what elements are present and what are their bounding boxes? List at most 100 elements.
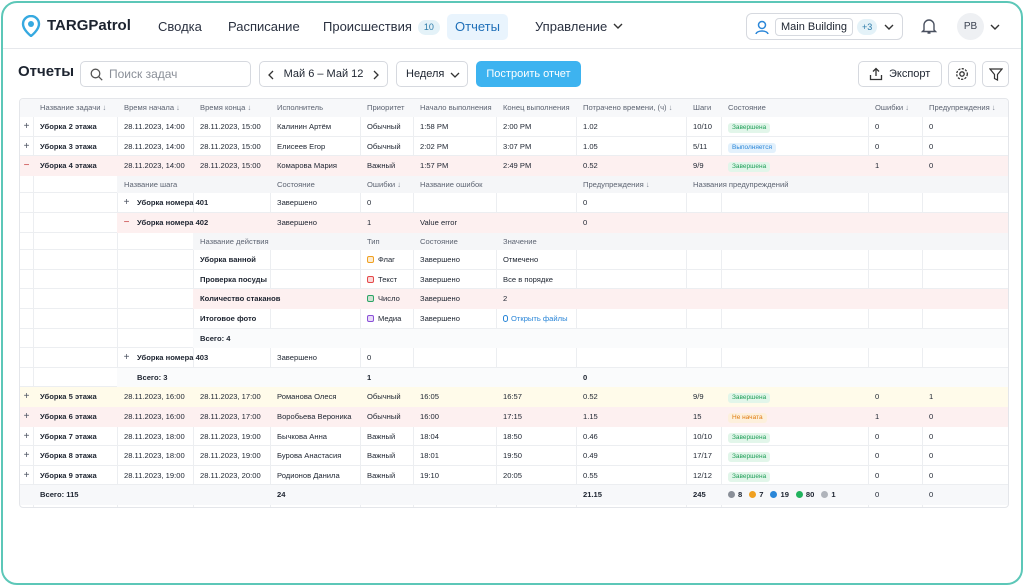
cell: Важный (367, 161, 396, 171)
export-button[interactable]: Экспорт (858, 61, 942, 87)
cell: Бычкова Анна (277, 431, 327, 441)
notifications[interactable] (920, 17, 938, 35)
expand-toggle[interactable] (20, 137, 33, 157)
cell: 0 (929, 470, 934, 480)
status-cell: Завершена (721, 427, 868, 447)
nav-item[interactable]: Сводка (150, 14, 210, 40)
column-header: Название задачи (33, 99, 117, 117)
table-row: Название задачиВремя началаВремя конца Ис… (20, 99, 1008, 117)
cell: 1 (875, 161, 880, 171)
cell: 18:04 (420, 431, 440, 441)
table-row: Всего: 4 (20, 328, 1008, 349)
nav-label: Управление (535, 19, 608, 34)
cell: 0 (929, 161, 934, 171)
cell: 19:50 (503, 451, 523, 461)
cell: 9/9 (693, 392, 704, 402)
expand-toggle[interactable] (20, 117, 33, 137)
status-counts: 8 7 19 80 1 (721, 485, 868, 505)
action-value: 2 (503, 294, 508, 304)
step-warnings: 0 (583, 198, 588, 208)
status-cell: Завершена (721, 446, 868, 466)
column-header: Состояние (277, 179, 315, 189)
status-badge: Завершена (728, 162, 771, 173)
nav-item[interactable]: Расписание (220, 14, 308, 40)
date-range[interactable]: Май 6 – Май 12 (259, 61, 388, 87)
cell: 28.11.2023, 16:00 (124, 412, 185, 421)
column-header: Название действия (200, 236, 269, 246)
files-link[interactable]: Открыть файлы (511, 314, 568, 323)
cell: 1.05 (583, 141, 598, 151)
nav-label: Сводка (158, 19, 202, 34)
nav-item[interactable]: Происшествия 10 (315, 14, 448, 40)
search-box[interactable]: Поиск задач (80, 61, 251, 87)
date-range-text: Май 6 – Май 12 (283, 68, 364, 80)
action-value: Открыть файлы (496, 309, 686, 329)
cell: 0.49 (583, 451, 598, 461)
chevron (990, 24, 1000, 30)
column-header: Состояние (420, 236, 458, 246)
cell: 0.46 (583, 431, 598, 441)
type-icon (367, 256, 374, 264)
cell: 15 (693, 412, 702, 421)
column-header: Название шага (124, 179, 178, 189)
cell: 1 (875, 412, 880, 421)
steps-total-errors: 1 (367, 372, 372, 382)
next[interactable] (372, 70, 380, 80)
search-icon (90, 68, 103, 81)
expand-toggle[interactable] (20, 387, 33, 407)
cell: Обычный (367, 392, 401, 402)
column-header: Состояние (728, 103, 766, 112)
cell: 0 (875, 451, 880, 461)
avatar[interactable]: PB (957, 13, 984, 40)
action-name: Количество стаканов (200, 294, 281, 304)
cell: 0 (875, 122, 880, 131)
row-highlight (117, 367, 1008, 388)
cell: Уборка 5 этажа (40, 392, 97, 402)
total-spent: 21.15 (583, 490, 603, 500)
cell: 1:58 PM (420, 122, 449, 131)
status-dot (728, 491, 735, 499)
cell: 16:00 (420, 412, 440, 421)
column-header: Ошибки (360, 176, 413, 194)
expand-toggle[interactable] (20, 446, 33, 466)
cell: 28.11.2023, 18:00 (124, 451, 185, 461)
nav-item[interactable]: Управление (527, 14, 632, 40)
expand-toggle[interactable] (20, 407, 33, 427)
settings-button[interactable] (948, 61, 976, 87)
column-header: Время начала (117, 99, 193, 117)
filter-button[interactable] (982, 61, 1009, 87)
cell: 0 (929, 141, 934, 151)
cell: 0.55 (583, 470, 598, 480)
cell: 12/12 (693, 470, 713, 480)
cell: Воробьева Вероника (277, 412, 352, 421)
table-row: Уборка 4 этажа 28.11.2023, 14:00 28.11.202… (20, 156, 1008, 176)
building-icon (755, 20, 769, 35)
cell: 0 (875, 141, 880, 151)
cell: Романова Олеся (277, 392, 337, 402)
build-report-button[interactable]: Построить отчет (476, 61, 581, 87)
cell: 19:10 (420, 470, 440, 480)
cell: Комарова Мария (277, 161, 338, 171)
status-dot (770, 491, 778, 499)
cell: 28.11.2023, 18:00 (124, 431, 185, 441)
column-divider (33, 99, 34, 507)
cell: 18:01 (420, 451, 440, 461)
table-row: Уборка номера 401 Завершено 0 0 (20, 193, 1008, 213)
action-name: Проверка посуды (200, 274, 267, 284)
expand-toggle[interactable] (20, 427, 33, 447)
period-select[interactable]: Неделя (396, 61, 468, 87)
status-count: 8 (738, 490, 743, 500)
status-cell: Завершена (721, 466, 868, 486)
cell: 28.11.2023, 15:00 (200, 141, 261, 151)
expand-toggle[interactable] (20, 466, 33, 486)
cell: 0 (929, 412, 934, 421)
nav-item[interactable]: Отчеты (447, 14, 508, 40)
cell: Важный (367, 470, 396, 480)
prev[interactable] (267, 70, 275, 80)
expand-toggle[interactable] (20, 156, 33, 176)
building-select[interactable]: Main Building +3 (746, 13, 903, 40)
type-icon (367, 295, 374, 303)
cell: 16:57 (503, 392, 523, 402)
status-cell: Завершена (721, 387, 868, 407)
